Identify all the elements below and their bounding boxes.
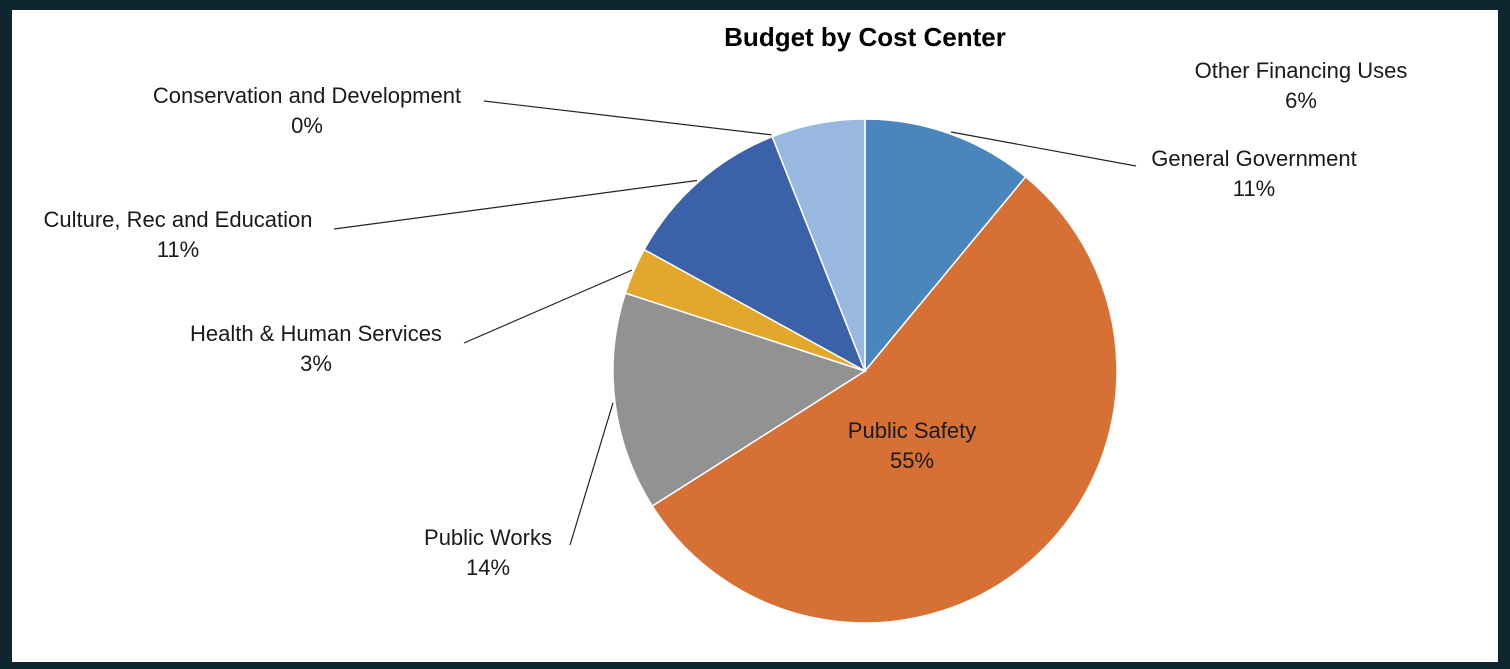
slice-label-other-financing-uses: Other Financing Uses (1195, 58, 1408, 83)
slice-label-general-government: General Government (1151, 146, 1356, 171)
slice-label-culture-rec-and-education: Culture, Rec and Education (43, 207, 312, 232)
slice-label-conservation-and-development: Conservation and Development (153, 83, 461, 108)
slice-value-culture-rec-and-education: 11% (157, 237, 199, 262)
leader-line-public-works (569, 402, 614, 546)
slice-value-other-financing-uses: 6% (1285, 88, 1317, 113)
leader-line-conservation-and-development (483, 100, 772, 136)
pie-slice-public-safety (651, 175, 1118, 624)
pie-slice-general-government (864, 118, 1027, 374)
chart-title: Budget by Cost Center (724, 22, 1006, 52)
slice-value-general-government: 11% (1233, 176, 1275, 201)
slice-value-public-safety: 55% (890, 448, 934, 473)
slice-value-public-works: 14% (466, 555, 510, 580)
leader-line-general-government (950, 131, 1137, 167)
leader-line-health-human-services (463, 269, 633, 344)
slice-label-public-works: Public Works (424, 525, 552, 550)
leader-line-culture-rec-and-education (333, 179, 698, 230)
pie-slices (612, 118, 1118, 624)
leader-lines (333, 100, 1137, 546)
slice-value-conservation-and-development: 0% (291, 113, 323, 138)
slice-label-public-safety: Public Safety (848, 418, 976, 443)
slice-label-health-human-services: Health & Human Services (190, 321, 442, 346)
slice-value-health-human-services: 3% (300, 351, 332, 376)
pie-slice-public-works (612, 292, 867, 508)
pie-slice-culture-rec-and-education (643, 135, 867, 373)
pie-slice-other-financing-uses (771, 118, 866, 372)
slice-labels: General Government 11% Public Safety 55% Pub… (43, 58, 1407, 580)
